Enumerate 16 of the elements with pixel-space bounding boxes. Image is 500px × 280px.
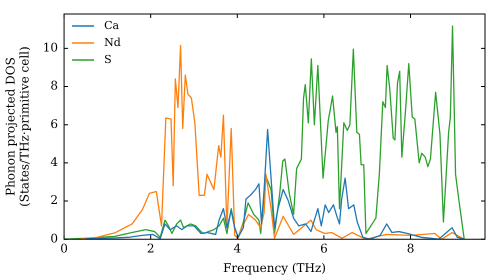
- y-tick-label: 2: [50, 193, 58, 208]
- y-axis-title: Phonon projected DOS (States/THz·primitive cell): [3, 46, 32, 207]
- y-tick-label: 8: [50, 78, 58, 93]
- y-tick-label: 0: [50, 231, 58, 246]
- x-tick-label: 4: [233, 242, 242, 256]
- x-tick-label: 2: [146, 242, 154, 256]
- y-tick-label: 4: [50, 154, 58, 169]
- x-tick-label: 8: [406, 242, 414, 256]
- y-tick-label: 10: [42, 40, 58, 54]
- legend-label: S: [104, 52, 112, 66]
- x-tick-label: 0: [60, 242, 68, 256]
- legend-label: Ca: [104, 18, 120, 32]
- x-tick-label: 6: [320, 242, 328, 256]
- legend-label: Nd: [104, 36, 121, 49]
- x-axis-title: Frequency (THz): [223, 260, 326, 275]
- y-tick-label: 6: [50, 116, 58, 131]
